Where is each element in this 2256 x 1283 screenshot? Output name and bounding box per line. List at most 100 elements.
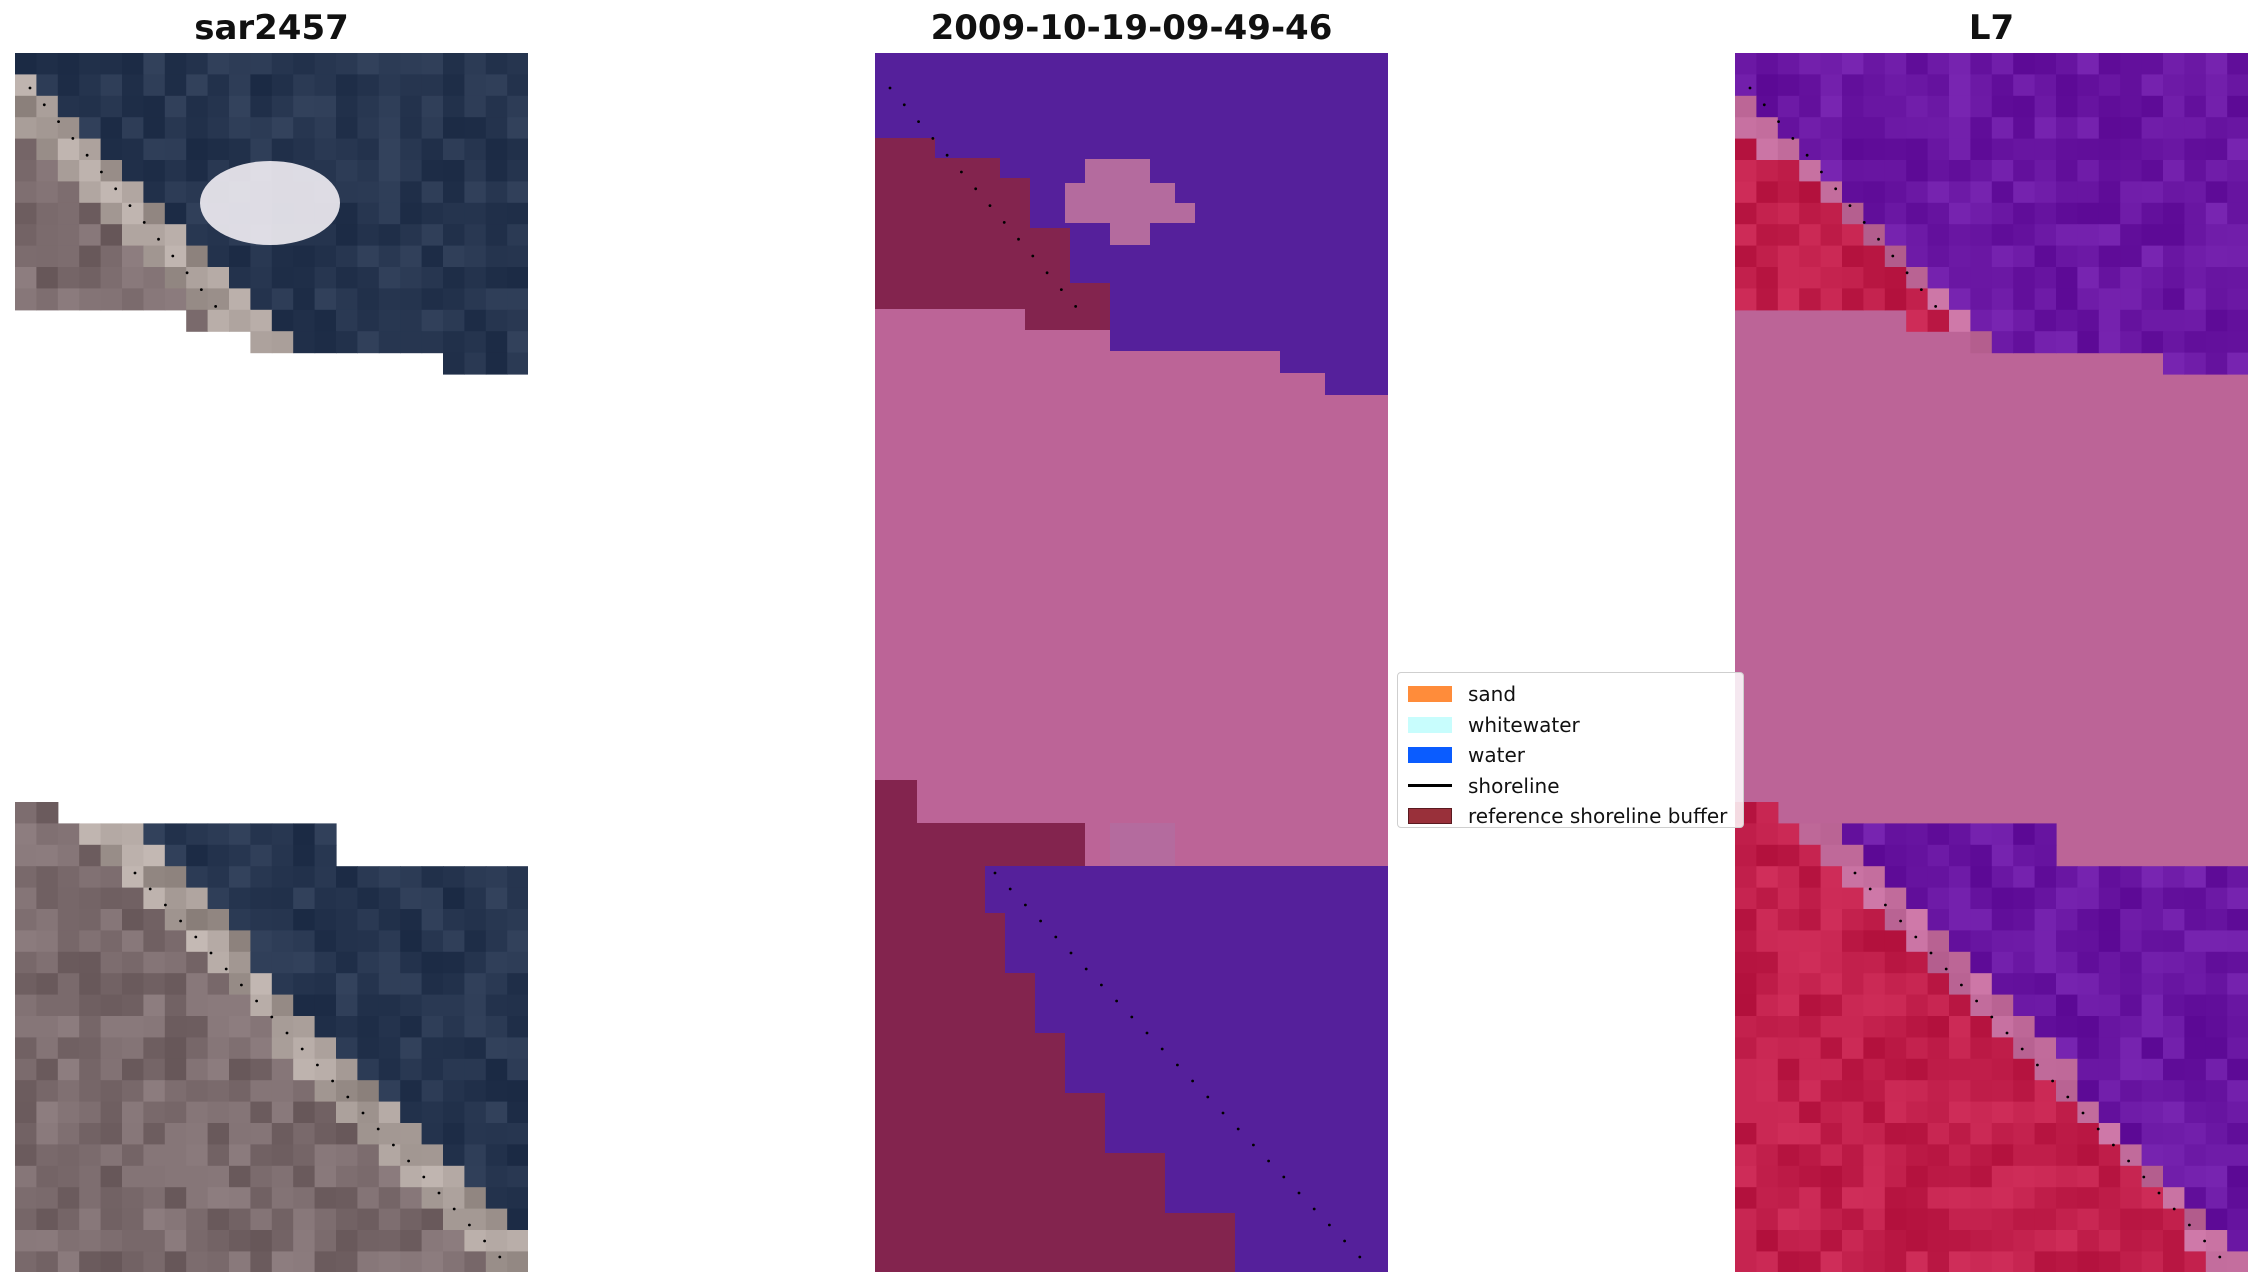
rgb-pixel: [271, 866, 294, 889]
rgb-pixel: [143, 95, 166, 118]
rgb-pixel: [57, 1208, 80, 1231]
rgb-pixel: [250, 1165, 273, 1188]
l7-pixel: [1884, 202, 1907, 225]
rgb-pixel: [79, 1037, 102, 1060]
l7-pixel: [2098, 951, 2121, 974]
rgb-pixel: [164, 844, 187, 867]
rgb-pixel: [250, 1016, 273, 1038]
l7-pixel: [2034, 1037, 2057, 1060]
rgb-pixel: [293, 1144, 316, 1167]
l7-pixel: [1756, 909, 1779, 931]
rgb-pixel: [100, 138, 123, 161]
l7-pixel: [1991, 1123, 2014, 1145]
l7-pixel: [2227, 331, 2248, 354]
rgb-pixel: [122, 909, 144, 931]
rgb-pixel: [143, 117, 166, 140]
l7-pixel: [2227, 909, 2248, 931]
rgb-pixel: [15, 267, 37, 289]
l7-pixel: [1906, 973, 1929, 996]
l7-pixel: [1927, 1251, 1950, 1272]
rgb-pixel: [36, 1101, 59, 1124]
shoreline-point: [240, 983, 243, 987]
shoreline-point: [1748, 86, 1752, 90]
l7-pixel: [2034, 951, 2057, 974]
l7-pixel: [1906, 1037, 1929, 1060]
l7-pixel: [1842, 1123, 1864, 1145]
rgb-pixel: [143, 1230, 166, 1252]
shoreline-point: [1328, 1223, 1331, 1227]
rgb-pixel: [15, 802, 37, 824]
l7-pixel: [1949, 844, 1971, 867]
l7-pixel: [1799, 160, 1822, 182]
rgb-pixel: [421, 202, 444, 225]
rgb-pixel: [36, 887, 59, 910]
rgb-pixel: [357, 1080, 380, 1103]
rgb-pixel: [293, 1251, 316, 1272]
rgb-pixel: [15, 1080, 37, 1103]
l7-pixel: [2013, 1144, 2036, 1167]
l7-pixel: [2163, 866, 2185, 889]
legend-label: shoreline: [1468, 773, 1560, 798]
l7-pixel: [1799, 823, 1822, 846]
panel-title-l7: L7: [1968, 8, 2015, 48]
l7-pixel: [1756, 887, 1779, 910]
rgb-pixel: [400, 930, 423, 953]
rgb-pixel: [421, 1208, 444, 1231]
rgb-pixel: [229, 951, 251, 974]
l7-pixel: [1863, 95, 1886, 118]
l7-pixel: [1777, 267, 1800, 289]
l7-pixel: [1927, 994, 1950, 1017]
l7-pixel: [1884, 1187, 1907, 1210]
l7-pixel: [2077, 1080, 2100, 1103]
shoreline-point: [1990, 1015, 1994, 1019]
l7-pixel: [2013, 994, 2036, 1017]
l7-pixel: [1820, 138, 1843, 161]
l7-pixel: [2056, 1101, 2078, 1124]
rgb-pixel: [314, 1144, 337, 1167]
l7-pixel: [2184, 1251, 2207, 1272]
l7-pixel: [2034, 160, 2057, 182]
rgb-pixel: [464, 95, 487, 118]
l7-pixel: [2184, 288, 2207, 311]
rgb-pixel: [485, 352, 508, 375]
rgb-pixel: [186, 1058, 209, 1081]
l7-pixel: [2163, 138, 2185, 161]
rgb-pixel: [314, 887, 337, 910]
rgb-pixel: [122, 224, 144, 247]
rgb-pixel: [207, 1101, 230, 1124]
rgb-pixel: [271, 1208, 294, 1231]
legend-item-shoreline: shoreline: [1408, 771, 1733, 802]
rgb-pixel: [186, 866, 209, 889]
rgb-pixel: [507, 1165, 528, 1188]
rgb-pixel: [57, 930, 80, 953]
rgb-pixel: [164, 267, 187, 289]
l7-pixel: [1991, 1016, 2014, 1038]
l7-pixel: [2141, 331, 2164, 354]
l7-pixel: [1820, 866, 1843, 889]
rgb-pixel: [57, 1123, 80, 1145]
l7-pixel: [2227, 1230, 2248, 1252]
rgb-pixel: [36, 53, 59, 75]
l7-pixel: [1820, 1208, 1843, 1231]
l7-pixel: [1777, 887, 1800, 910]
rgb-pixel: [357, 331, 380, 354]
rgb-pixel: [164, 1144, 187, 1167]
rgb-pixel: [421, 245, 444, 268]
l7-pixel: [1970, 202, 1993, 225]
l7-pixel: [1970, 1123, 1993, 1145]
l7-pixel: [1906, 1101, 1929, 1124]
rgb-pixel: [15, 973, 37, 996]
rgb-pixel: [271, 909, 294, 931]
l7-pixel: [1863, 973, 1886, 996]
rgb-pixel: [378, 117, 401, 140]
l7-pixel: [2163, 288, 2185, 311]
l7-pixel: [2227, 224, 2248, 247]
rgb-pixel: [464, 973, 487, 996]
rgb-pixel: [229, 245, 251, 268]
l7-pixel: [2163, 994, 2185, 1017]
rgb-pixel: [464, 202, 487, 225]
rgb-pixel: [164, 1230, 187, 1252]
rgb-pixel: [507, 160, 528, 182]
rgb-pixel: [378, 994, 401, 1017]
l7-pixel: [2077, 866, 2100, 889]
